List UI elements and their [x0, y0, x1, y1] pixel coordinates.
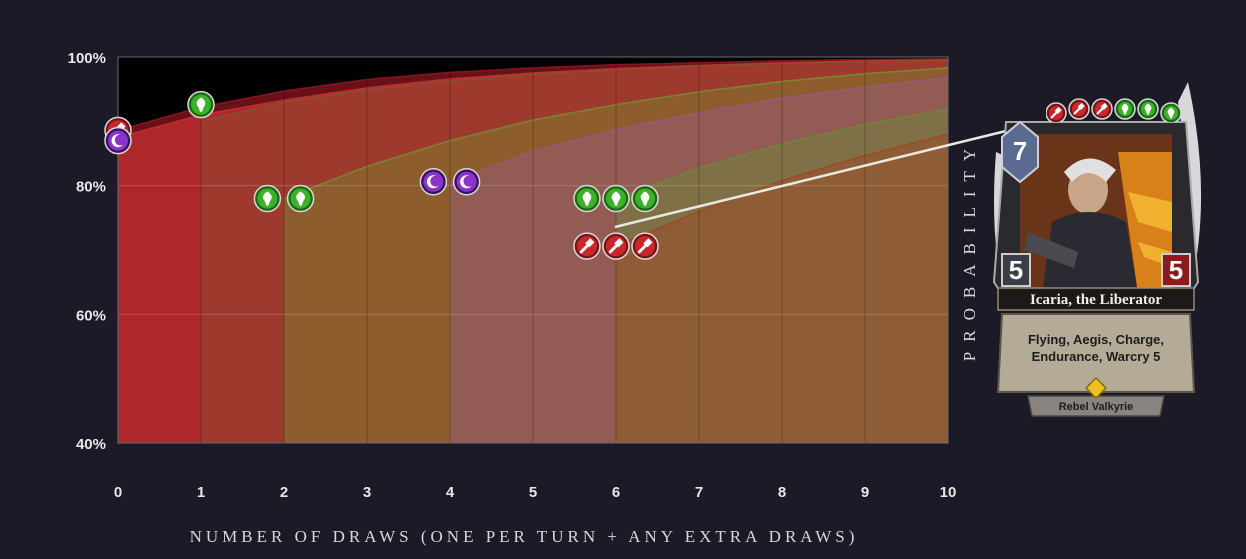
- green-tree-icon: [573, 184, 601, 213]
- card-name-banner: [997, 287, 1195, 311]
- series-line-5: [615, 108, 948, 200]
- series-area-5: [616, 109, 948, 443]
- green-tree-icon: [602, 184, 630, 213]
- series-line-4: [449, 76, 948, 183]
- red-hammer-icon: [602, 232, 630, 260]
- card-rarity-gem: [1084, 376, 1108, 400]
- x-axis-label: NUMBER OF DRAWS (ONE PER TURN + ANY EXTR…: [190, 527, 859, 546]
- card-name: Icaria, the Liberator: [1029, 292, 1163, 308]
- purple-moon-icon: [452, 168, 481, 196]
- red-hammer-icon: [631, 232, 659, 260]
- card-type-line: Rebel Valkyrie: [1058, 401, 1134, 413]
- card-frame: [992, 82, 1202, 417]
- red-hammer-icon: [1045, 102, 1067, 124]
- series-line-0: [118, 58, 948, 132]
- card-health: 5: [1168, 255, 1184, 285]
- x-tick-label: 8: [778, 484, 786, 501]
- red-hammer-icon: [1091, 98, 1113, 120]
- y-tick-label: 80%: [76, 179, 106, 196]
- card-type-ribbon: [1027, 395, 1165, 417]
- green-tree-icon: [187, 90, 215, 119]
- green-tree-icon: [286, 184, 315, 213]
- card-health-box: [1161, 253, 1191, 287]
- x-tick-label: 3: [363, 484, 371, 501]
- y-axis-label: PROBABILITY: [960, 139, 979, 361]
- series-line-2: [200, 59, 948, 123]
- green-tree-icon: [631, 184, 659, 213]
- y-tick-label: 100%: [68, 50, 106, 67]
- x-tick-label: 7: [695, 484, 703, 501]
- card-attack: 5: [1008, 255, 1024, 285]
- card-icaria: 7 5 5: [988, 82, 1204, 422]
- red-hammer-icon: [573, 232, 601, 260]
- card-text-line-2: Endurance, Warcry 5: [1031, 349, 1161, 364]
- x-tick-label: 1: [197, 484, 205, 501]
- card-text: Flying, Aegis, Charge, Endurance, Warcry…: [1012, 331, 1180, 365]
- x-tick-label: 4: [446, 484, 455, 501]
- green-tree-icon: [1137, 98, 1159, 120]
- card-text-box: [996, 313, 1196, 393]
- y-tick-label: 40%: [76, 436, 106, 453]
- y-axis-ticks: 40% 60% 80% 100%: [68, 50, 106, 453]
- plot-border: [117, 56, 949, 444]
- series-area-4: [450, 77, 948, 443]
- x-tick-label: 6: [612, 484, 620, 501]
- y-tick-label: 60%: [76, 307, 106, 324]
- x-axis-ticks: 0 1 2 3 4 5 6 7 8 9 10: [114, 484, 957, 501]
- influence-markers: [104, 90, 659, 260]
- x-tick-label: 2: [280, 484, 288, 501]
- card-text-line-1: Flying, Aegis, Charge,: [1027, 332, 1165, 347]
- card-attack-box: [1001, 253, 1031, 287]
- series-line-3: [283, 67, 948, 200]
- x-tick-label: 0: [114, 484, 122, 501]
- green-tree-icon: [1114, 98, 1136, 120]
- x-tick-label: 5: [529, 484, 537, 501]
- purple-moon-icon: [419, 168, 448, 196]
- purple-moon-icon: [104, 126, 132, 155]
- x-tick-label: 10: [940, 484, 957, 501]
- series-line-6: [615, 133, 948, 247]
- green-tree-icon: [1160, 102, 1182, 124]
- card-cost: 7: [1012, 136, 1028, 166]
- card-pointer: [614, 128, 1011, 229]
- green-tree-icon: [253, 184, 282, 213]
- card-influence: [1045, 96, 1206, 124]
- red-hammer-icon: [1068, 98, 1090, 120]
- x-tick-label: 9: [861, 484, 869, 501]
- card-cost-gem: [1001, 120, 1039, 184]
